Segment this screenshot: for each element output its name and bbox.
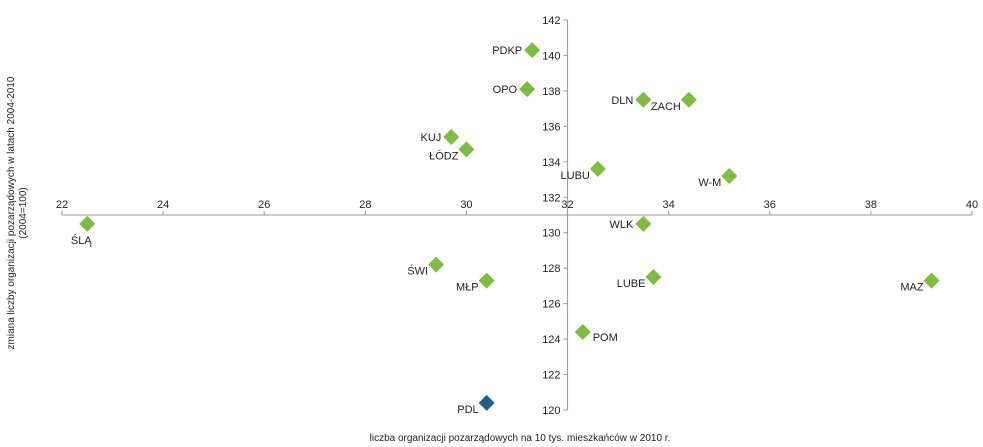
data-point-młp <box>478 272 495 289</box>
point-label: ZACH <box>651 101 681 113</box>
point-label: PDL <box>457 404 478 416</box>
data-point-ślą <box>79 215 96 232</box>
x-tick-label: 36 <box>764 199 776 211</box>
data-points <box>79 42 940 411</box>
y-tick-label: 134 <box>542 157 560 169</box>
y-tick-label: 138 <box>542 86 560 98</box>
point-label: DLN <box>611 95 633 107</box>
axes <box>61 19 973 411</box>
y-tick-label: 132 <box>542 192 560 204</box>
y-tick-labels: 120 122 124 126 128 130 132 134 136 138 140 142 <box>542 15 560 417</box>
point-label: WLK <box>610 219 635 231</box>
y-tick-label: 130 <box>542 228 560 240</box>
y-axis-title: zmiana liczby organizacji pozarządowych … <box>6 76 17 349</box>
y-axis-title-unit: (2004=100) <box>18 187 29 238</box>
point-label: OPO <box>493 84 518 96</box>
point-label: ŁÓDZ <box>429 149 459 162</box>
x-tick-label: 22 <box>56 199 68 211</box>
point-label: POM <box>593 332 618 344</box>
y-tick-label: 142 <box>542 15 560 27</box>
y-tick-label: 140 <box>542 50 560 62</box>
x-tick-label: 38 <box>865 199 877 211</box>
data-point-świ <box>428 256 445 273</box>
x-tick-label: 34 <box>663 199 675 211</box>
data-point-lubu <box>589 160 606 177</box>
point-label: LUBE <box>617 278 646 290</box>
data-point-dln <box>635 91 652 108</box>
y-tick-label: 136 <box>542 121 560 133</box>
x-tick-label: 24 <box>157 199 169 211</box>
point-labels: PDKP OPO DLN ZACH KUJ ŁÓDZ LUBU W-M ŚLĄ WLK ŚWI MŁP… <box>71 45 924 416</box>
data-point-wlk <box>635 215 652 232</box>
data-point-pdkp <box>524 42 541 59</box>
x-tick-labels: 22 24 26 28 30 32 34 36 38 40 <box>56 199 978 211</box>
point-label: ŚLĄ <box>71 234 92 247</box>
point-label: LUBU <box>561 170 590 182</box>
y-tick-label: 128 <box>542 263 560 275</box>
point-label: MAZ <box>900 282 924 294</box>
data-point-lube <box>645 269 662 286</box>
data-point-pdl <box>478 394 495 411</box>
x-tick-label: 28 <box>359 199 371 211</box>
point-label: W-M <box>698 177 721 189</box>
point-label: PDKP <box>492 45 522 57</box>
data-point-zach <box>680 91 697 108</box>
data-point-maz <box>923 272 940 289</box>
point-label: ŚWI <box>407 265 428 278</box>
x-axis-title: liczba organizacji pozarządowych na 10 t… <box>370 433 671 444</box>
x-tick-label: 26 <box>258 199 270 211</box>
data-point-kuj <box>443 129 460 145</box>
data-point-pom <box>574 324 591 340</box>
y-tick-label: 120 <box>542 405 560 417</box>
y-tick-label: 124 <box>542 334 560 346</box>
x-tick-label: 30 <box>460 199 472 211</box>
y-tick-label: 126 <box>542 299 560 311</box>
x-tick-label: 40 <box>966 199 978 211</box>
data-point-opo <box>519 81 536 98</box>
data-point-w-m <box>721 168 738 184</box>
point-label: MŁP <box>456 282 479 294</box>
point-label: KUJ <box>420 132 441 144</box>
data-point-łódz <box>458 141 475 158</box>
y-axis-title-group: zmiana liczby organizacji pozarządowych … <box>6 76 29 349</box>
x-tick-label: 32 <box>561 199 573 211</box>
y-tick-label: 122 <box>542 370 560 382</box>
